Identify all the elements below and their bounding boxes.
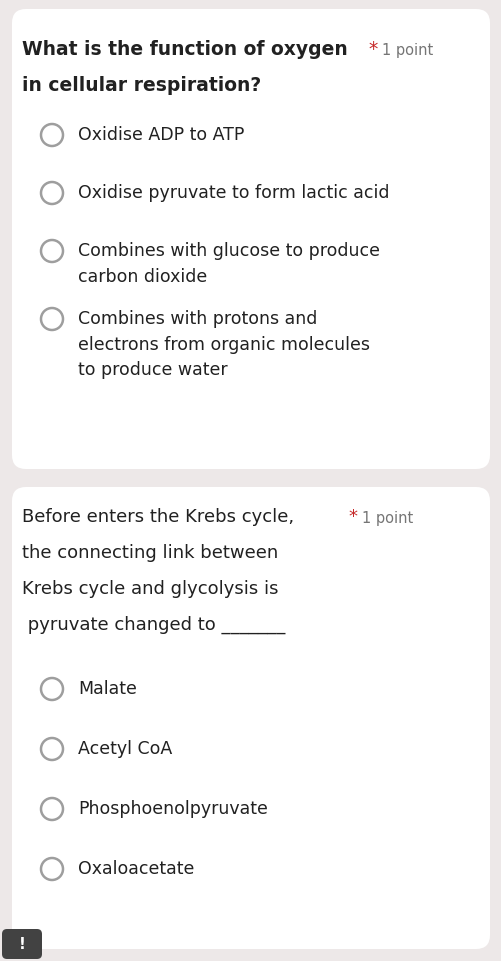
Text: in cellular respiration?: in cellular respiration? <box>22 76 261 95</box>
Text: !: ! <box>19 937 26 951</box>
Text: *: * <box>347 507 356 526</box>
Text: Malate: Malate <box>78 679 137 698</box>
FancyBboxPatch shape <box>2 929 42 959</box>
Text: pyruvate changed to _______: pyruvate changed to _______ <box>22 615 285 633</box>
Text: Phosphoenolpyruvate: Phosphoenolpyruvate <box>78 800 268 817</box>
FancyBboxPatch shape <box>12 487 489 949</box>
Text: Acetyl CoA: Acetyl CoA <box>78 739 172 757</box>
Text: the connecting link between: the connecting link between <box>22 543 278 561</box>
Text: 1 point: 1 point <box>381 43 432 58</box>
Circle shape <box>41 678 63 701</box>
Circle shape <box>41 858 63 880</box>
Circle shape <box>41 125 63 147</box>
Circle shape <box>41 738 63 760</box>
Text: Oxidise ADP to ATP: Oxidise ADP to ATP <box>78 126 244 144</box>
Circle shape <box>41 799 63 820</box>
Text: Combines with glucose to produce
carbon dioxide: Combines with glucose to produce carbon … <box>78 242 379 285</box>
Text: *: * <box>367 40 376 59</box>
Text: Krebs cycle and glycolysis is: Krebs cycle and glycolysis is <box>22 579 278 598</box>
Text: 1 point: 1 point <box>361 510 412 526</box>
Circle shape <box>41 308 63 331</box>
Text: Oxidise pyruvate to form lactic acid: Oxidise pyruvate to form lactic acid <box>78 184 389 202</box>
Text: Oxaloacetate: Oxaloacetate <box>78 859 194 877</box>
Text: Combines with protons and
electrons from organic molecules
to produce water: Combines with protons and electrons from… <box>78 309 369 379</box>
Circle shape <box>41 183 63 205</box>
FancyBboxPatch shape <box>12 10 489 470</box>
Circle shape <box>41 241 63 262</box>
Text: What is the function of oxygen: What is the function of oxygen <box>22 40 347 59</box>
Text: Before enters the Krebs cycle,: Before enters the Krebs cycle, <box>22 507 294 526</box>
